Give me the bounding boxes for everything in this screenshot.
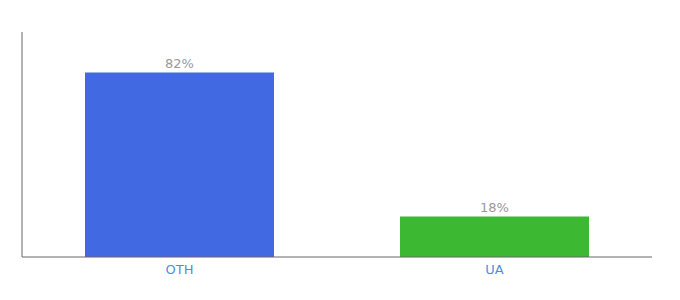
svg-text:82%: 82%: [165, 56, 194, 71]
svg-text:UA: UA: [485, 262, 504, 277]
svg-text:OTH: OTH: [166, 262, 194, 277]
svg-text:18%: 18%: [480, 200, 509, 215]
